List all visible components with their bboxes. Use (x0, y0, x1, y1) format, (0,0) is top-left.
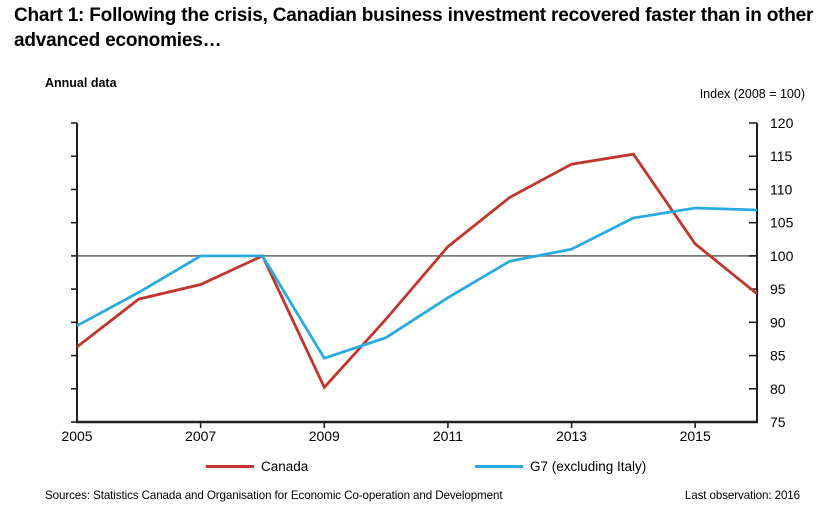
canada-line (76, 152, 758, 390)
last-observation-note: Last observation: 2016 (684, 489, 800, 502)
g7-line (76, 206, 758, 360)
legend-label-canada: Canada (261, 458, 309, 474)
y-tick-label: 75 (770, 414, 786, 430)
y-tick-label: 105 (770, 215, 794, 231)
line-chart: 75 80 85 90 95 100 105 110 115 120 2005 2007 2009 201… (61, 115, 794, 444)
x-tick-label: 2015 (680, 428, 711, 444)
x-tick-label: 2007 (185, 428, 216, 444)
x-tick-label: 2005 (61, 428, 92, 444)
chart-title: Chart 1: Following the crisis, Canadian … (14, 5, 814, 51)
y-tick-label: 120 (770, 115, 794, 131)
g7-line-swatch (475, 464, 523, 468)
y-tick-label: 90 (770, 314, 786, 330)
y-tick-label: 85 (770, 348, 786, 364)
canada-line-swatch (206, 464, 254, 468)
y-tick-label: 115 (770, 148, 793, 164)
legend-item-canada: Canada (206, 457, 308, 475)
legend: Canada G7 (excluding Italy) (0, 457, 838, 475)
x-tick-label: 2011 (433, 428, 463, 444)
sources-note: Sources: Statistics Canada and Organisat… (45, 489, 503, 502)
y-tick-label: 100 (770, 248, 794, 264)
x-tick-label: 2013 (556, 428, 587, 444)
index-axis-note: Index (2008 = 100) (699, 87, 805, 101)
y-tick-label: 80 (770, 381, 786, 397)
legend-label-g7: G7 (excluding Italy) (530, 458, 647, 474)
legend-item-g7: G7 (excluding Italy) (475, 457, 646, 475)
x-tick-label: 2009 (309, 428, 340, 444)
y-tick-label: 110 (770, 181, 793, 197)
annual-data-label: Annual data (45, 76, 117, 90)
y-tick-label: 95 (770, 281, 786, 297)
